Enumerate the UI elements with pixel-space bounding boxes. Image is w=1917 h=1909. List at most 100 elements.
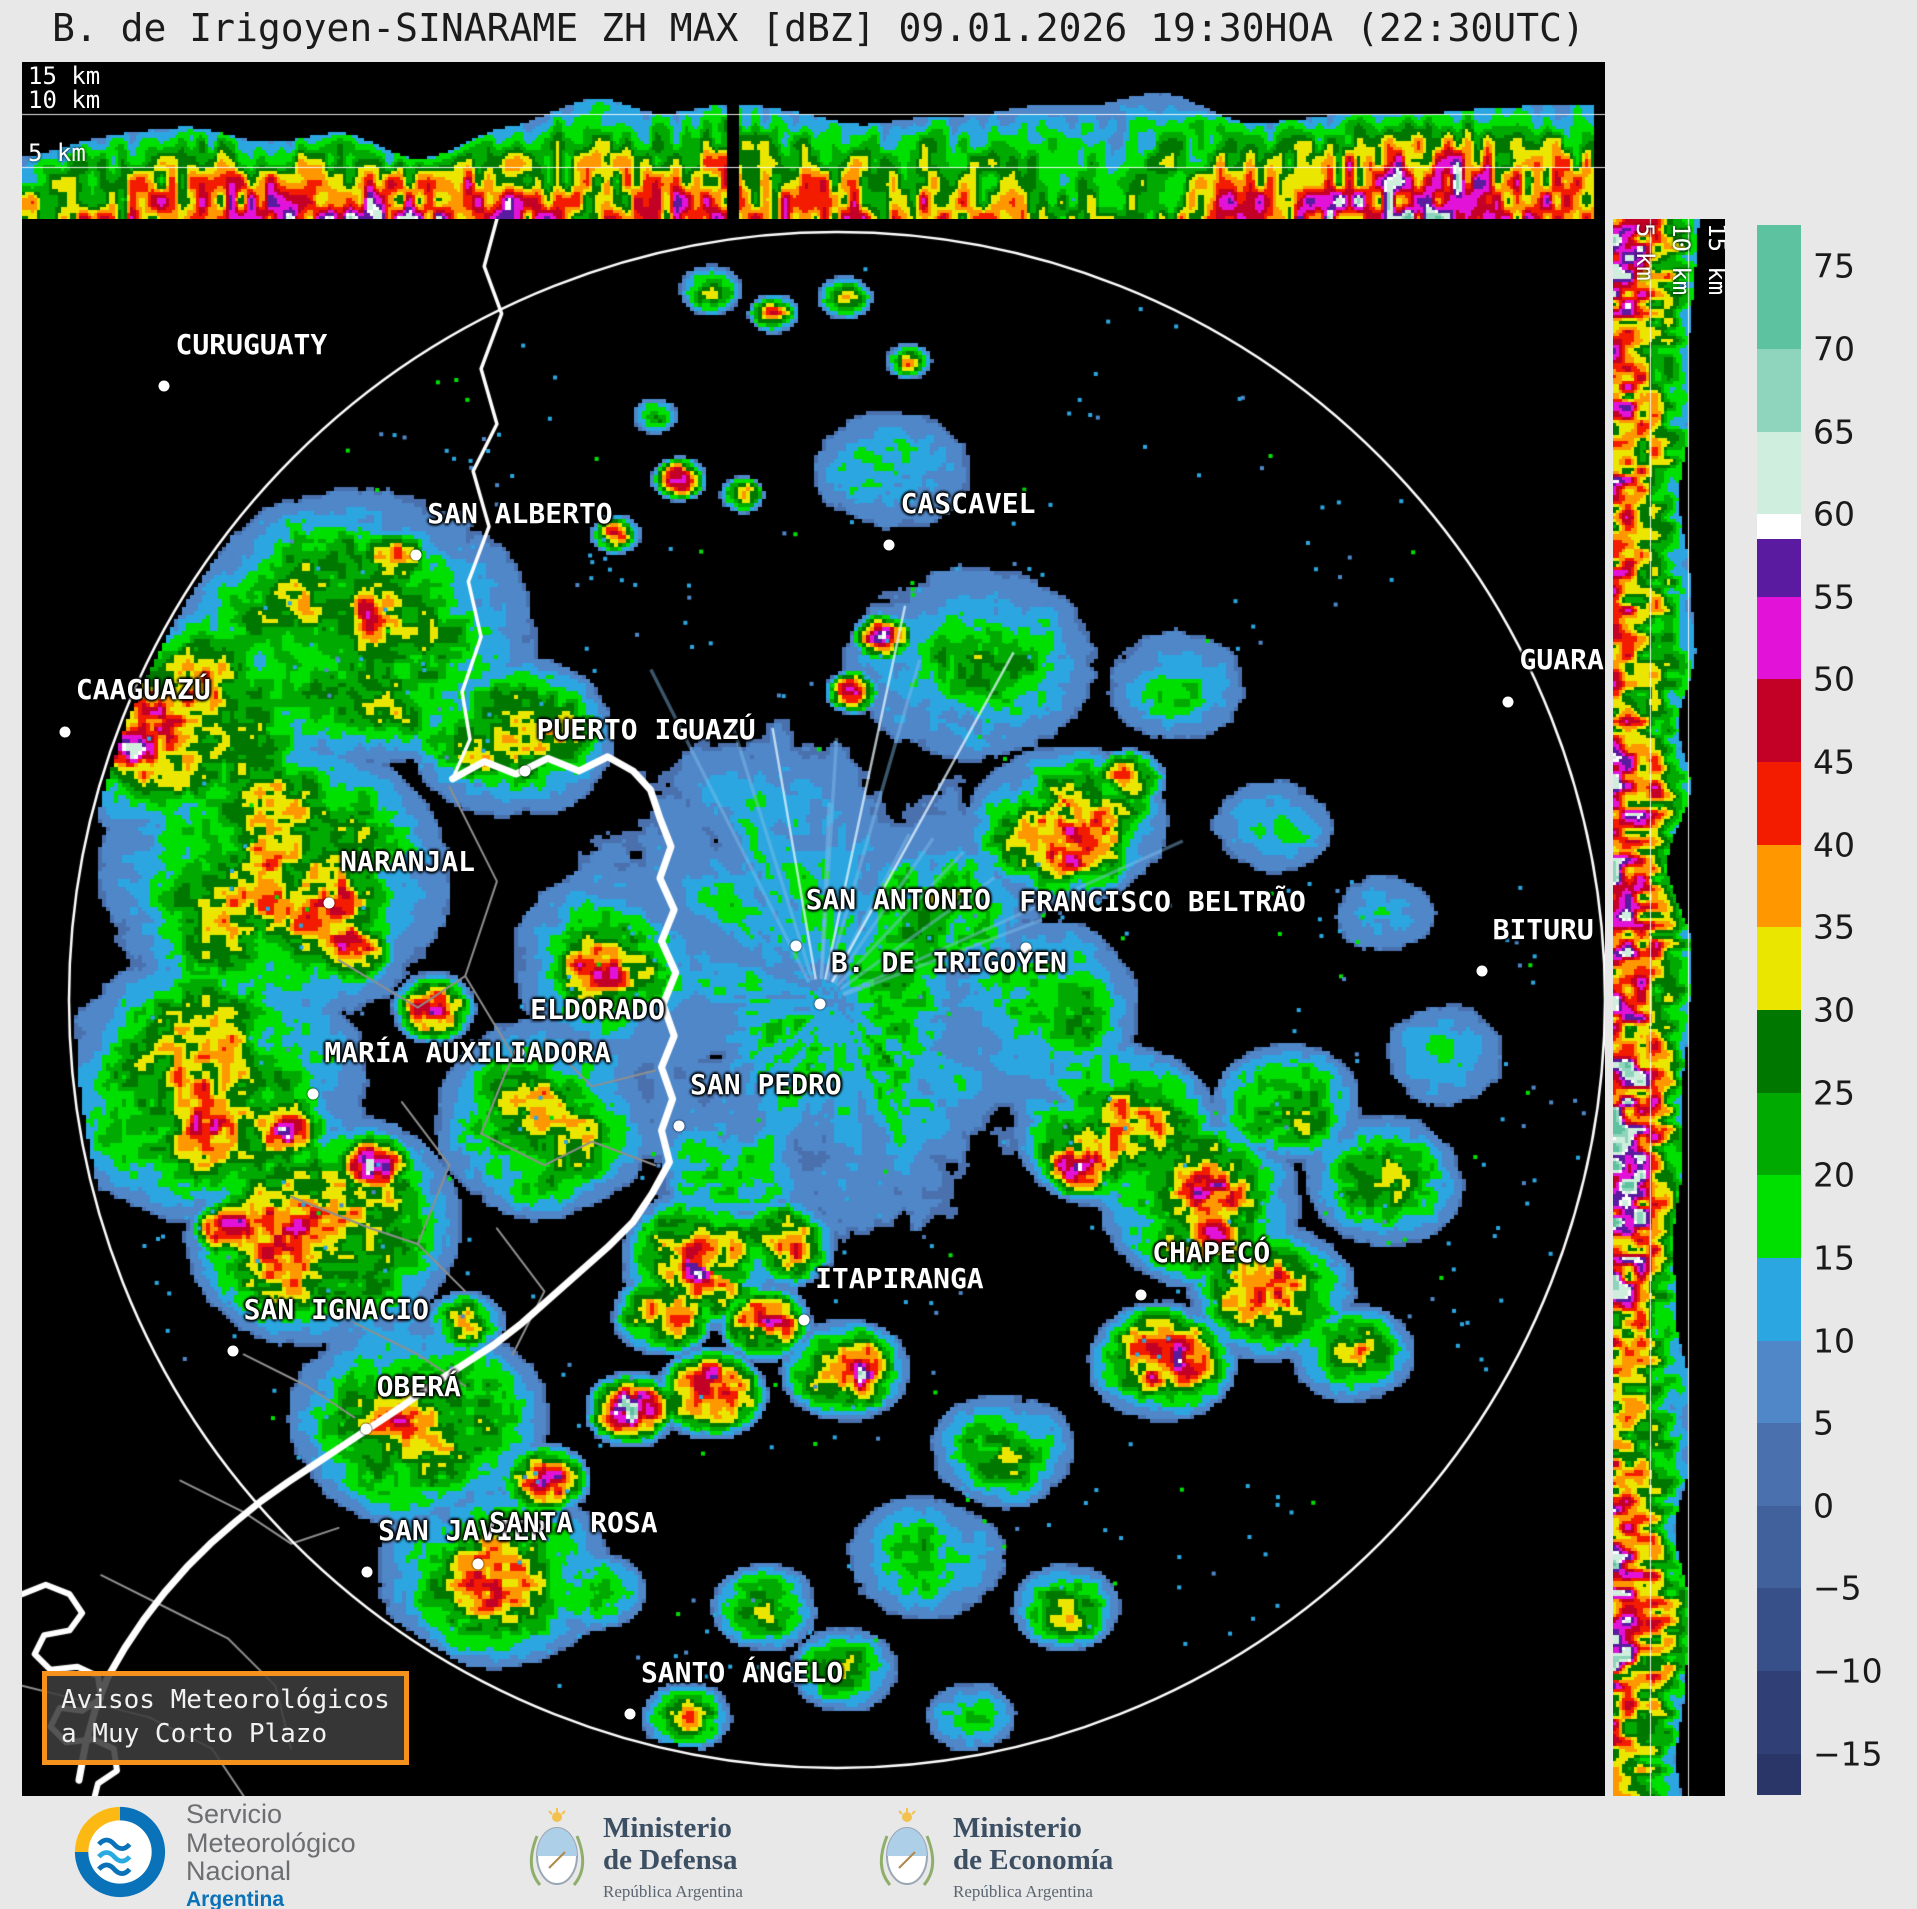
- top-cross-section-canvas: [22, 62, 1605, 219]
- city-dot: [307, 1088, 319, 1100]
- colorbar-segment: [1757, 1753, 1801, 1795]
- city-dot: [814, 998, 826, 1010]
- colorbar-tick-label: −10: [1813, 1651, 1883, 1691]
- city-label: CURUGUATY: [175, 327, 328, 361]
- altitude-label: 10 km: [1667, 223, 1695, 296]
- city-label: SAN JAVIER: [378, 1513, 547, 1547]
- dbz-colorbar-labels: 75 70 65 60 55 50 45 40 35 30 25 20 15 10 5 0 −5 −10 −15: [1813, 225, 1917, 1795]
- city-dot: [59, 726, 71, 738]
- smn-line: Meteorológico: [186, 1827, 356, 1858]
- city-dot: [519, 765, 531, 777]
- city-dot: [361, 1566, 373, 1578]
- ministry-line: Ministerio: [603, 1812, 732, 1844]
- city-label: CHAPECÓ: [1152, 1236, 1271, 1270]
- colorbar-segment: [1757, 762, 1801, 845]
- radar-map-canvas: [22, 219, 1605, 1796]
- city-layer: CURUGUATY SAN ALBERTO CASCAVEL CAAGUAZÚ PUER…: [22, 219, 1605, 1796]
- city-dot: [1502, 696, 1514, 708]
- product-title: B. de Irigoyen-SINARAME ZH MAX [dBZ] 09.…: [52, 6, 1585, 50]
- city-label: ITAPIRANGA: [815, 1261, 984, 1295]
- colorbar-tick-label: −15: [1813, 1734, 1883, 1774]
- city-label: SAN PEDRO: [690, 1067, 842, 1101]
- colorbar-tick-label: 20: [1813, 1155, 1855, 1195]
- city-dot: [323, 897, 335, 909]
- altitude-label: 5 km: [28, 139, 86, 167]
- city-dot: [883, 539, 895, 551]
- city-label: SAN ALBERTO: [427, 496, 613, 530]
- colorbar-tick-label: 0: [1813, 1486, 1834, 1526]
- city-label: OBERÁ: [376, 1370, 461, 1404]
- city-dot: [673, 1120, 685, 1132]
- city-dot: [472, 1558, 484, 1570]
- top-cross-section-panel: 15 km 10 km 5 km: [22, 62, 1605, 219]
- colorbar-tick-label: 70: [1813, 329, 1855, 369]
- colorbar-segment: [1757, 1671, 1801, 1754]
- colorbar-segment: [1757, 679, 1801, 763]
- coat-of-arms-icon: [527, 1808, 587, 1897]
- footer-logos: Servicio Meteorológico Nacional Argentin…: [0, 1796, 1917, 1909]
- colorbar-tick-label: 35: [1813, 907, 1855, 947]
- altitude-label: 15 km: [28, 62, 101, 90]
- city-dot: [624, 1708, 636, 1720]
- colorbar-tick-label: 40: [1813, 825, 1855, 865]
- city-dot: [360, 1423, 371, 1435]
- smn-logo-icon: [72, 1804, 168, 1900]
- colorbar-tick-label: 10: [1813, 1321, 1855, 1361]
- colorbar-segment: [1757, 1588, 1801, 1672]
- colorbar-segment: [1757, 225, 1801, 349]
- colorbar-tick-label: 45: [1813, 742, 1855, 782]
- ministry-sub: República Argentina: [603, 1881, 743, 1901]
- warning-box: Avisos Meteorológicos a Muy Corto Plazo: [42, 1671, 409, 1765]
- ministry-sub: República Argentina: [953, 1881, 1093, 1901]
- dbz-colorbar: [1757, 225, 1801, 1795]
- ministry-defensa-wordmark: Ministerio de Defensa República Argentin…: [603, 1812, 743, 1902]
- warning-line: a Muy Corto Plazo: [61, 1718, 328, 1749]
- colorbar-segment: [1757, 431, 1801, 515]
- altitude-label: 10 km: [28, 86, 101, 114]
- colorbar-segment: [1757, 1505, 1801, 1589]
- radar-map-panel: CURUGUATY SAN ALBERTO CASCAVEL CAAGUAZÚ PUER…: [22, 219, 1605, 1796]
- city-label: SAN ANTONIO: [805, 883, 992, 917]
- ministry-line: de Defensa: [603, 1844, 738, 1877]
- city-label: BITURU: [1492, 912, 1594, 946]
- city-dot: [227, 1345, 239, 1357]
- city-dot: [513, 1046, 525, 1058]
- city-label: MARÍA AUXILIADORA: [324, 1036, 611, 1069]
- colorbar-tick-label: 30: [1813, 990, 1855, 1030]
- city-label: SAN IGNACIO: [243, 1293, 430, 1327]
- colorbar-segment: [1757, 596, 1801, 680]
- colorbar-segment: [1757, 1175, 1801, 1258]
- colorbar-segment: [1757, 1257, 1801, 1341]
- ministry-line: de Economía: [953, 1844, 1114, 1877]
- city-label: PUERTO IGUAZÚ: [536, 712, 756, 746]
- warning-line: Avisos Meteorológicos: [61, 1685, 390, 1715]
- colorbar-tick-label: −5: [1813, 1568, 1862, 1608]
- city-dot: [158, 380, 170, 392]
- city-label: NARANJAL: [340, 845, 476, 879]
- city-label: B. DE IRIGOYEN: [830, 946, 1067, 980]
- right-cross-section-canvas: [1613, 219, 1725, 1796]
- colorbar-tick-label: 15: [1813, 1238, 1855, 1278]
- colorbar-segment: [1757, 1340, 1801, 1424]
- city-dot: [1476, 965, 1488, 977]
- colorbar-segment: [1757, 844, 1801, 928]
- colorbar-tick-label: 60: [1813, 494, 1855, 534]
- altitude-label: 15 km: [1703, 223, 1725, 296]
- city-label: ELDORADO: [530, 993, 665, 1027]
- colorbar-segment: [1757, 927, 1801, 1010]
- city-label: GUARA: [1519, 643, 1604, 677]
- colorbar-tick-label: 5: [1813, 1403, 1834, 1443]
- city-dot: [410, 549, 422, 561]
- colorbar-segment: [1757, 348, 1801, 432]
- city-dot: [790, 940, 802, 952]
- colorbar-segment: [1757, 1423, 1801, 1506]
- smn-line: Servicio: [186, 1799, 283, 1829]
- ministry-economia-wordmark: Ministerio de Economía República Argenti…: [953, 1812, 1113, 1902]
- city-label: SANTO ÁNGELO: [640, 1655, 844, 1689]
- colorbar-tick-label: 75: [1813, 246, 1855, 286]
- colorbar-segment: [1757, 539, 1801, 597]
- colorbar-tick-label: 55: [1813, 577, 1855, 617]
- colorbar-tick-label: 50: [1813, 659, 1855, 699]
- colorbar-tick-label: 65: [1813, 412, 1855, 452]
